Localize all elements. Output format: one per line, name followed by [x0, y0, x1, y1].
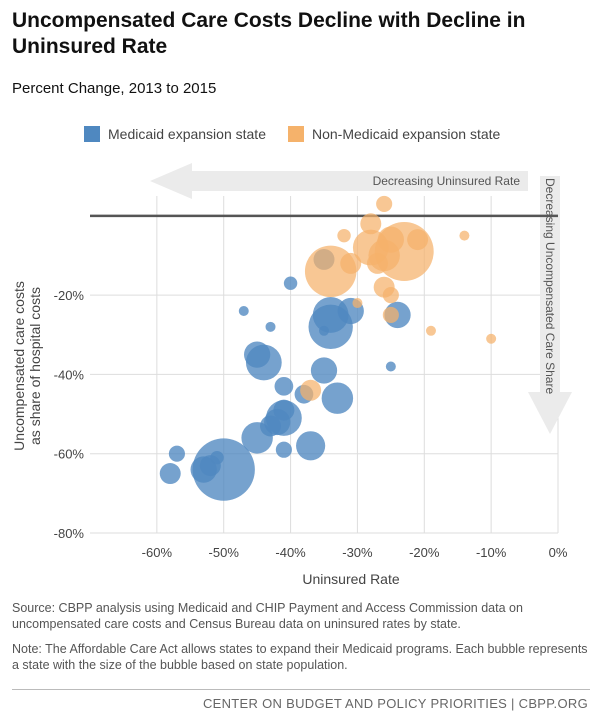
y-axis-label-line-1: Uncompensated care costs: [11, 281, 27, 451]
y-axis-label-line-2: as share of hospital costs: [27, 287, 43, 445]
methodology-note: Note: The Affordable Care Act allows sta…: [12, 642, 588, 672]
bubble-medicaid-0: [192, 438, 255, 501]
direction-arrows: Decreasing Uninsured Rate Decreasing Unc…: [150, 163, 572, 434]
bubble-non-medicaid-18: [486, 333, 497, 344]
bubble-chart: Decreasing Uninsured Rate Decreasing Unc…: [11, 163, 572, 587]
bubble-medicaid-27: [385, 361, 396, 372]
bubble-non-medicaid-17: [459, 230, 470, 241]
bubble-medicaid-11: [275, 441, 292, 458]
bubbles: [159, 195, 497, 501]
y-axis-label: Uncompensated care costs as share of hosp…: [11, 281, 43, 451]
bubble-non-medicaid-12: [340, 252, 362, 274]
bubble-medicaid-10: [273, 399, 295, 421]
x-tick-label-6: 0%: [549, 545, 568, 560]
y-tick-label-2: -60%: [54, 447, 85, 462]
vertical-arrow-label: Decreasing Uncompensated Care Share: [543, 178, 557, 394]
y-tick-label-3: -80%: [54, 526, 85, 541]
bubble-medicaid-19: [321, 382, 354, 414]
bubble-medicaid-12: [274, 376, 294, 396]
bubble-non-medicaid-10: [382, 287, 399, 304]
y-tick-label-0: -20%: [54, 288, 85, 303]
chart-title: Uncompensated Care Costs Decline with De…: [12, 9, 526, 58]
bubble-non-medicaid-11: [382, 306, 399, 324]
x-tick-label-3: -30%: [342, 545, 373, 560]
bubble-non-medicaid-14: [300, 379, 322, 401]
axes: -60% -50% -40% -30% -20% -10% 0% -20% -40% -60% -8…: [54, 288, 568, 560]
y-tick-label-1: -40%: [54, 367, 85, 382]
bubble-medicaid-5: [210, 450, 224, 465]
legend-swatch-medicaid: [84, 126, 100, 142]
x-axis-label: Uninsured Rate: [302, 571, 399, 587]
bubble-non-medicaid-16: [425, 325, 436, 336]
chart-subtitle: Percent Change, 2013 to 2015: [12, 80, 217, 97]
bubble-medicaid-25: [238, 305, 249, 316]
legend-label-non-medicaid: Non-Medicaid expansion state: [312, 126, 501, 142]
x-tick-label-1: -50%: [209, 545, 240, 560]
notes: Source: CBPP analysis using Medicaid and…: [12, 601, 592, 683]
x-tick-label-0: -60%: [142, 545, 173, 560]
bubble-non-medicaid-4: [377, 226, 404, 253]
horizontal-arrow: [150, 163, 528, 199]
bubble-medicaid-26: [265, 321, 276, 332]
bubble-medicaid-16: [244, 341, 271, 368]
footer-divider: [12, 689, 590, 690]
x-tick-label-2: -40%: [275, 545, 306, 560]
legend-label-medicaid: Medicaid expansion state: [108, 126, 266, 142]
horizontal-arrow-label: Decreasing Uninsured Rate: [373, 174, 521, 188]
bubble-medicaid-2: [168, 445, 185, 462]
bubble-non-medicaid-6: [407, 229, 429, 251]
bubble-non-medicaid-15: [352, 298, 363, 309]
bubble-medicaid-24: [283, 276, 298, 290]
bubble-medicaid-28: [319, 325, 329, 336]
bubble-non-medicaid-13: [337, 228, 351, 243]
bubble-non-medicaid-8: [376, 195, 393, 212]
legend-item-medicaid: Medicaid expansion state: [84, 126, 266, 142]
bubble-medicaid-1: [159, 463, 181, 485]
x-tick-label-4: -20%: [409, 545, 440, 560]
vertical-arrow: [528, 176, 572, 434]
x-tick-label-5: -10%: [476, 545, 507, 560]
bubble-medicaid-20: [310, 357, 338, 384]
bubble-medicaid-13: [296, 431, 326, 461]
legend-swatch-non-medicaid: [288, 126, 304, 142]
bubble-non-medicaid-5: [366, 252, 388, 274]
legend-item-non-medicaid: Non-Medicaid expansion state: [288, 126, 500, 142]
bubble-non-medicaid-7: [360, 213, 382, 235]
footer-credit: CENTER ON BUDGET AND POLICY PRIORITIES |…: [202, 696, 588, 711]
source-note: Source: CBPP analysis using Medicaid and…: [12, 601, 523, 631]
